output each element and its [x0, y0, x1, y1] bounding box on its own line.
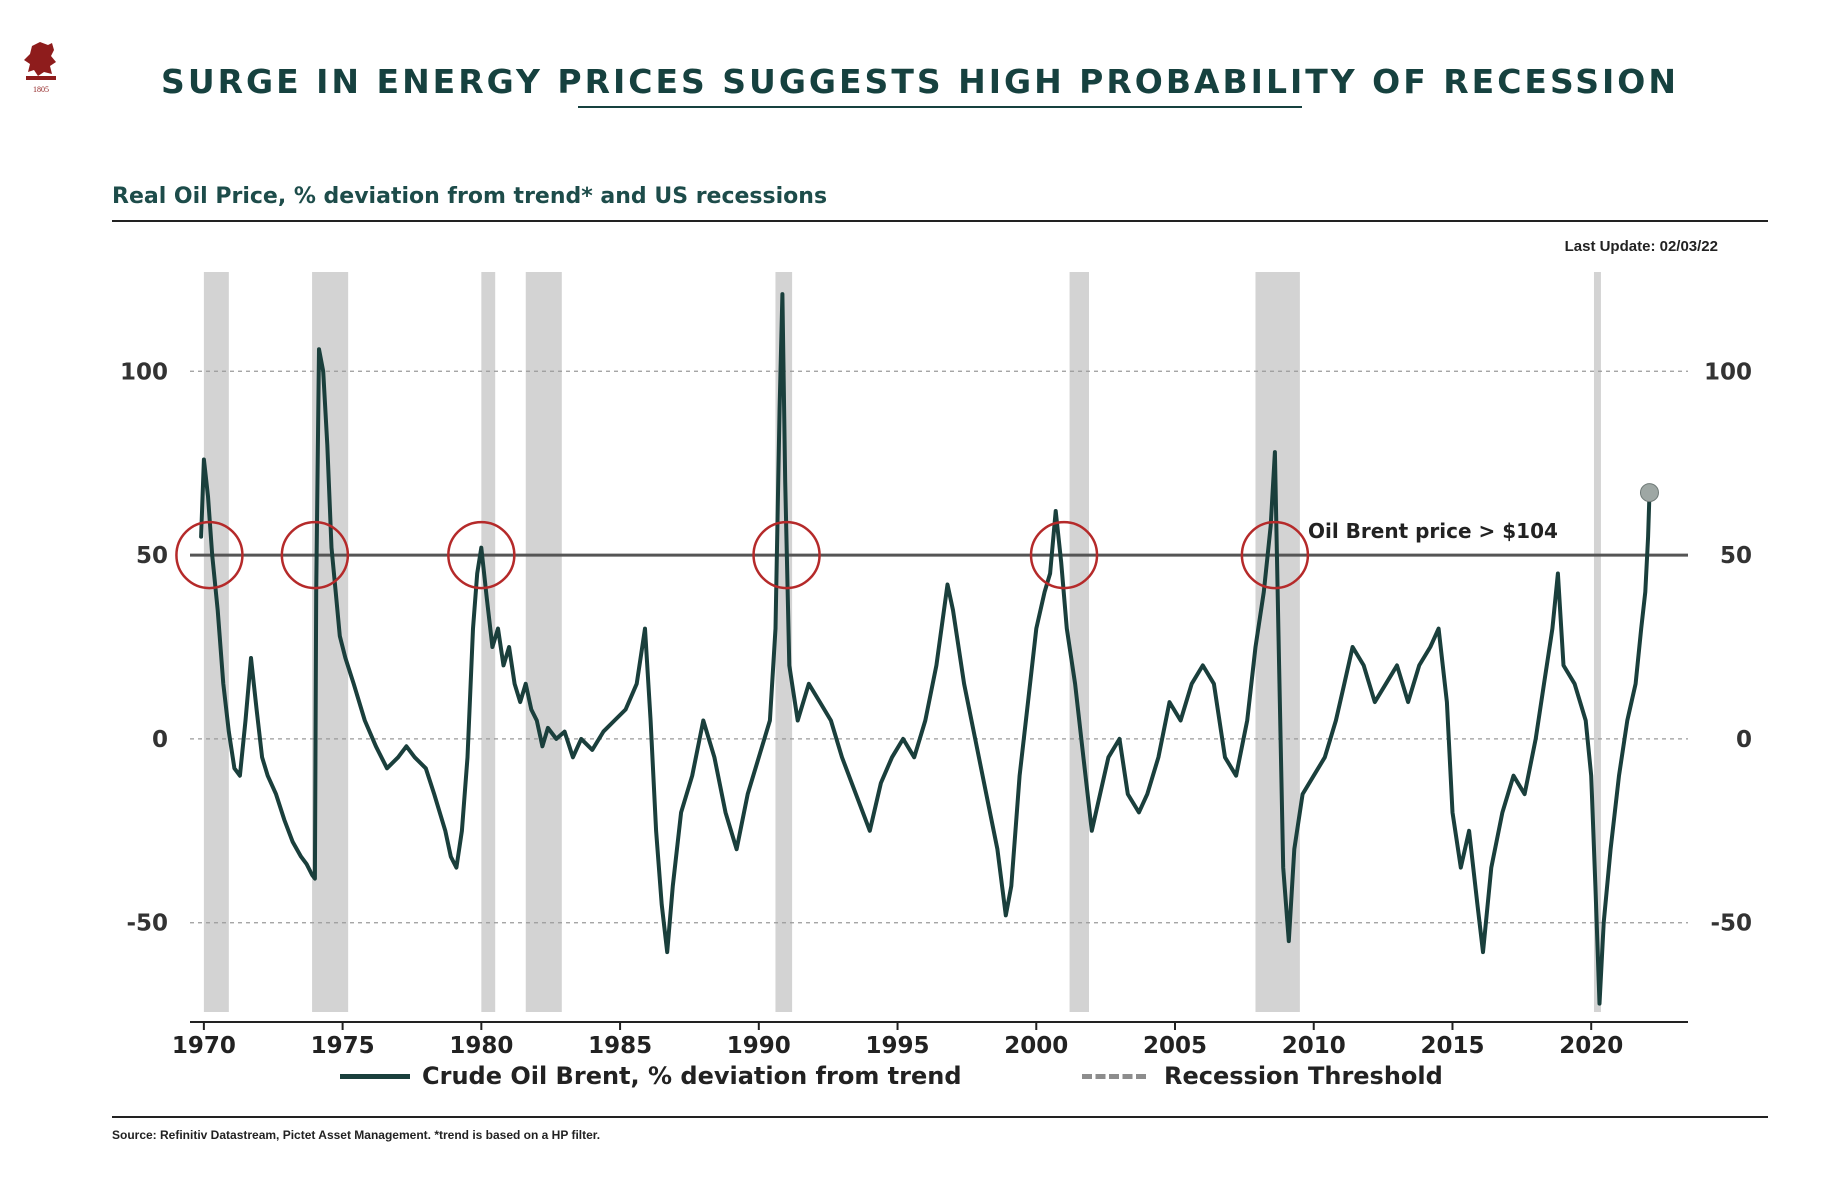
x-tick-label: 1975 [311, 1033, 375, 1059]
x-tick-label: 1980 [449, 1033, 513, 1059]
source-note: Source: Refinitiv Datastream, Pictet Ass… [112, 1128, 601, 1142]
x-tick-label: 2000 [1004, 1033, 1068, 1059]
chart-subtitle: Real Oil Price, % deviation from trend* … [112, 184, 828, 209]
x-tick-label: 1985 [588, 1033, 652, 1059]
series-line [199, 292, 1652, 1006]
legend-dashed-line [1082, 1073, 1146, 1079]
x-tick-label: 1990 [727, 1033, 791, 1059]
recession-band [1069, 272, 1089, 1012]
y-tick-label-right: -50 [1710, 911, 1752, 937]
highlight-circle [280, 520, 350, 590]
highlight-circle [1029, 520, 1099, 590]
recession-band [525, 272, 562, 1012]
y-tick-label-right: 0 [1736, 727, 1752, 753]
annotation-label: Oil Brent price > $104 [1308, 519, 1558, 543]
logo-year: 1805 [33, 85, 49, 94]
x-tick-label: 2015 [1420, 1033, 1484, 1059]
x-tick-label: 1970 [172, 1033, 236, 1059]
y-tick-label-right: 100 [1704, 359, 1752, 385]
lion-crest-logo-icon: 1805 [24, 42, 56, 94]
recession-band [203, 272, 229, 1012]
y-tick-label-right: 50 [1720, 543, 1752, 569]
legend-item-series: Crude Oil Brent, % deviation from trend [340, 1062, 962, 1090]
recession-band [481, 272, 496, 1012]
x-tick-label: 2020 [1559, 1033, 1623, 1059]
legend-item-threshold: Recession Threshold [1082, 1062, 1443, 1090]
y-tick-label-left: 100 [120, 359, 168, 385]
highlight-circle [175, 520, 244, 590]
legend-label-threshold: Recession Threshold [1164, 1062, 1443, 1090]
y-tick-label-left: -50 [126, 911, 168, 937]
y-tick-label-left: 50 [136, 543, 168, 569]
legend-solid-line [340, 1073, 410, 1079]
last-update: Last Update: 02/03/22 [1564, 238, 1718, 255]
title-underline [578, 106, 1302, 108]
main-title: SURGE IN ENERGY PRICES SUGGESTS HIGH PRO… [161, 62, 1679, 101]
legend-label-series: Crude Oil Brent, % deviation from trend [422, 1062, 962, 1090]
bottom-divider [112, 1116, 1768, 1118]
subtitle-divider [112, 220, 1768, 222]
x-tick-label: 2005 [1143, 1033, 1207, 1059]
recession-band [1593, 272, 1601, 1012]
latest-point-marker [1639, 483, 1659, 503]
x-tick-label: 2010 [1282, 1033, 1346, 1059]
logo: 1805 [18, 40, 68, 96]
highlight-circle [1240, 520, 1310, 590]
x-tick-label: 1995 [866, 1033, 930, 1059]
y-tick-label-left: 0 [152, 727, 168, 753]
chart-legend: Crude Oil Brent, % deviation from trend … [0, 1062, 1840, 1094]
highlight-circle [752, 520, 821, 590]
highlight-circle [447, 520, 516, 590]
